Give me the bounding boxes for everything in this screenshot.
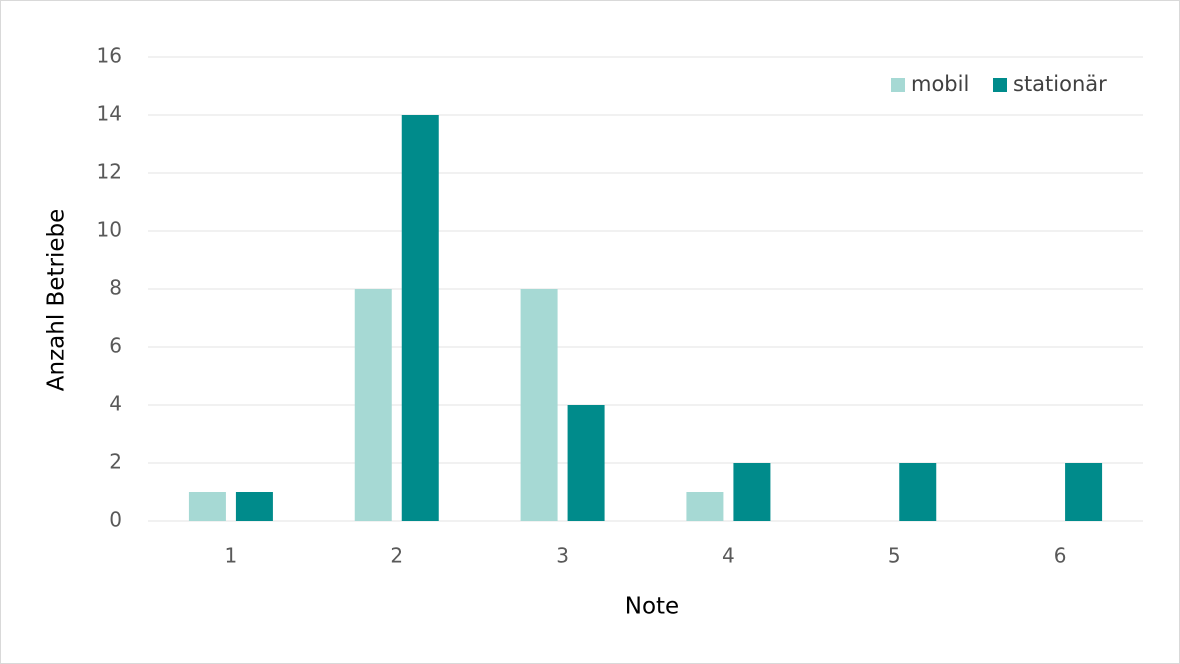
bar bbox=[1065, 463, 1103, 521]
bar bbox=[733, 463, 771, 521]
bar bbox=[188, 492, 226, 521]
bar bbox=[235, 492, 273, 521]
legend-label: stationär bbox=[1013, 72, 1107, 96]
x-tick-label: 5 bbox=[888, 544, 901, 568]
bar bbox=[354, 289, 392, 521]
x-tick-label: 6 bbox=[1054, 544, 1067, 568]
x-tick-label: 3 bbox=[556, 544, 569, 568]
x-tick-label: 2 bbox=[390, 544, 403, 568]
y-tick-label: 4 bbox=[109, 392, 122, 416]
legend-label: mobil bbox=[911, 72, 969, 96]
y-tick-label: 8 bbox=[109, 276, 122, 300]
y-tick-label: 2 bbox=[109, 450, 122, 474]
x-tick-label: 4 bbox=[722, 544, 735, 568]
bar bbox=[899, 463, 937, 521]
y-axis-label: Anzahl Betriebe bbox=[44, 209, 70, 391]
legend-swatch bbox=[993, 78, 1007, 92]
bar bbox=[567, 405, 605, 521]
legend-swatch bbox=[891, 78, 905, 92]
y-tick-label: 10 bbox=[97, 218, 122, 242]
bar bbox=[686, 492, 724, 521]
x-tick-label: 1 bbox=[225, 544, 238, 568]
bar bbox=[520, 289, 558, 521]
bar bbox=[401, 115, 439, 521]
y-tick-label: 0 bbox=[109, 508, 122, 532]
x-axis-label: Note bbox=[625, 594, 679, 620]
y-tick-label: 14 bbox=[97, 102, 122, 126]
y-tick-label: 16 bbox=[97, 44, 122, 68]
y-tick-label: 12 bbox=[97, 160, 122, 184]
y-tick-label: 6 bbox=[109, 334, 122, 358]
